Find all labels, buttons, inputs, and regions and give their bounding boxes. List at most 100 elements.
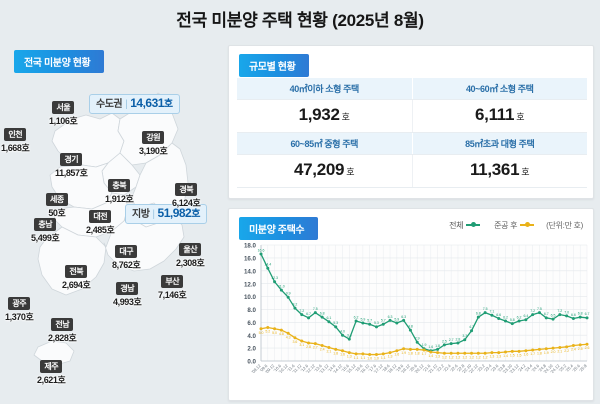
svg-text:1.3: 1.3 — [435, 355, 440, 359]
region-sejong-value: 50호 — [48, 208, 66, 218]
table-row: 40㎡이하 소형 주택 40~60㎡ 소형 주택 — [237, 78, 587, 100]
svg-text:'24.4: '24.4 — [524, 363, 534, 373]
legend-unit-note: (단위:만 호) — [546, 221, 583, 230]
svg-text:'16.6: '16.6 — [354, 363, 364, 373]
svg-text:'20.12: '20.12 — [413, 363, 425, 375]
svg-text:1.8: 1.8 — [435, 344, 440, 348]
region-busan-value: 7,146호 — [158, 290, 187, 300]
svg-text:10.0: 10.0 — [244, 294, 257, 301]
legend-swatch-completed — [520, 222, 535, 227]
region-gyeonggi-name: 경기 — [60, 153, 83, 166]
svg-text:'22.12: '22.12 — [468, 363, 480, 375]
right-column: 규모별 현황 40㎡이하 소형 주택 40~60㎡ 소형 주택 1,932 호 6… — [228, 45, 594, 401]
svg-text:14.4: 14.4 — [264, 263, 271, 267]
size-cell-2-unit: 호 — [346, 167, 355, 177]
korea-map-stage: 수도권 | 14,631호 지방 | 51,982호 서울 1,106호 인천 1,66… — [0, 71, 222, 401]
svg-text:1.0: 1.0 — [367, 357, 372, 361]
size-cell-3-label: 85㎡초과 대형 주택 — [412, 132, 587, 155]
svg-text:6.5: 6.5 — [551, 314, 556, 318]
svg-text:'20.6: '20.6 — [408, 363, 418, 373]
svg-text:5.9: 5.9 — [360, 317, 365, 321]
svg-text:2.7: 2.7 — [449, 338, 454, 342]
svg-text:2.7: 2.7 — [313, 346, 318, 350]
chart-legend: 전체 준공 후 (단위:만 호) — [440, 220, 583, 231]
svg-text:6.6: 6.6 — [496, 313, 501, 317]
region-busan: 부산 7,146호 — [158, 271, 187, 301]
callout-jibang: 지방 | 51,982호 — [125, 204, 207, 224]
line-chart-plot: 0.0 2.0 4.0 6.0 8.0 10.0 12.0 14.0 16.0 18.0 '08.1… — [244, 243, 590, 375]
svg-text:1.5: 1.5 — [510, 353, 515, 357]
svg-text:2.1: 2.1 — [326, 349, 331, 353]
region-gyeongnam: 경남 4,993호 — [113, 278, 142, 308]
region-gyeongbuk-value: 6,124호 — [172, 198, 201, 208]
legend-label-total: 전체 — [449, 221, 464, 230]
region-gangwon-value: 3,190호 — [139, 146, 168, 156]
svg-text:'12.6: '12.6 — [300, 363, 310, 373]
svg-text:'18.12: '18.12 — [386, 363, 398, 375]
svg-text:2.4: 2.4 — [320, 348, 325, 352]
svg-text:'22.8: '22.8 — [456, 363, 466, 373]
svg-text:5.7: 5.7 — [381, 319, 386, 323]
svg-text:1.3: 1.3 — [496, 355, 501, 359]
region-gyeongnam-name: 경남 — [116, 282, 139, 295]
region-gwangju-name: 광주 — [8, 297, 31, 310]
region-sejong: 세종 50호 — [46, 189, 68, 219]
svg-text:12.0: 12.0 — [244, 281, 257, 288]
callout-jibang-value: 51,982 — [157, 206, 192, 220]
map-panel-badge: 전국 미분양 현황 — [14, 50, 105, 73]
svg-text:'23.10: '23.10 — [502, 363, 514, 375]
size-cell-0-value: 1,932 호 — [237, 99, 413, 133]
svg-text:9.9: 9.9 — [286, 292, 291, 296]
region-jeonbuk-value: 2,694호 — [62, 280, 91, 290]
region-daejeon: 대전 2,485호 — [86, 206, 115, 236]
svg-text:4.0: 4.0 — [247, 333, 256, 340]
page-title: 전국 미분양 주택 현황 (2025년 8월) — [0, 6, 600, 31]
region-sejong-name: 세종 — [46, 193, 68, 206]
legend-item-completed: 준공 후 — [494, 221, 539, 230]
svg-text:7.5: 7.5 — [483, 307, 488, 311]
region-gyeonggi: 경기 11,857호 — [55, 149, 88, 179]
svg-text:1.6: 1.6 — [340, 353, 345, 357]
svg-text:5.3: 5.3 — [374, 321, 379, 325]
svg-text:'23.6: '23.6 — [490, 363, 500, 373]
svg-text:'18.6: '18.6 — [381, 363, 391, 373]
svg-text:1.2: 1.2 — [469, 355, 474, 359]
callout-jibang-unit: 호 — [191, 209, 200, 220]
svg-text:'19.6: '19.6 — [395, 363, 405, 373]
svg-text:2.0: 2.0 — [247, 346, 256, 353]
size-cell-1-number: 6,111 — [475, 105, 515, 124]
svg-text:1.8: 1.8 — [537, 351, 542, 355]
callout-sudogwon-value: 14,631 — [130, 96, 164, 110]
svg-text:12.3: 12.3 — [271, 276, 278, 280]
svg-text:3.3: 3.3 — [462, 334, 467, 338]
svg-text:'22.2: '22.2 — [435, 363, 445, 373]
region-jeju-value: 2,621호 — [37, 375, 66, 385]
svg-text:6.2: 6.2 — [503, 315, 508, 319]
svg-text:6.2: 6.2 — [354, 315, 359, 319]
region-chungbuk-value: 1,912호 — [105, 194, 134, 204]
svg-text:5.0: 5.0 — [259, 331, 264, 335]
svg-text:7.2: 7.2 — [530, 309, 535, 313]
region-daegu-name: 대구 — [115, 245, 138, 258]
svg-text:4.3: 4.3 — [286, 335, 291, 339]
region-jeonnam: 전남 2,828호 — [48, 314, 77, 344]
svg-text:1.0: 1.0 — [374, 357, 379, 361]
nationwide-map-panel: 전국 미분양 현황 — [0, 45, 222, 404]
svg-text:4.8: 4.8 — [408, 324, 413, 328]
svg-text:1.3: 1.3 — [489, 355, 494, 359]
svg-text:1.9: 1.9 — [422, 343, 427, 347]
legend-item-total: 전체 — [449, 221, 485, 230]
svg-text:6.8: 6.8 — [578, 312, 583, 316]
region-daegu: 대구 8,762호 — [112, 241, 141, 271]
svg-text:6.3: 6.3 — [401, 315, 406, 319]
svg-text:2.1: 2.1 — [557, 349, 562, 353]
svg-text:6.2: 6.2 — [517, 315, 522, 319]
region-jeju: 제주 2,621호 — [37, 356, 66, 386]
svg-text:4.8: 4.8 — [279, 332, 284, 336]
svg-text:2.8: 2.8 — [306, 345, 311, 349]
region-incheon-name: 인천 — [4, 128, 27, 141]
svg-text:'23.2: '23.2 — [476, 363, 486, 373]
region-daegu-value: 8,762호 — [112, 260, 141, 270]
svg-text:18.0: 18.0 — [244, 243, 257, 250]
svg-text:1.7: 1.7 — [530, 352, 535, 356]
